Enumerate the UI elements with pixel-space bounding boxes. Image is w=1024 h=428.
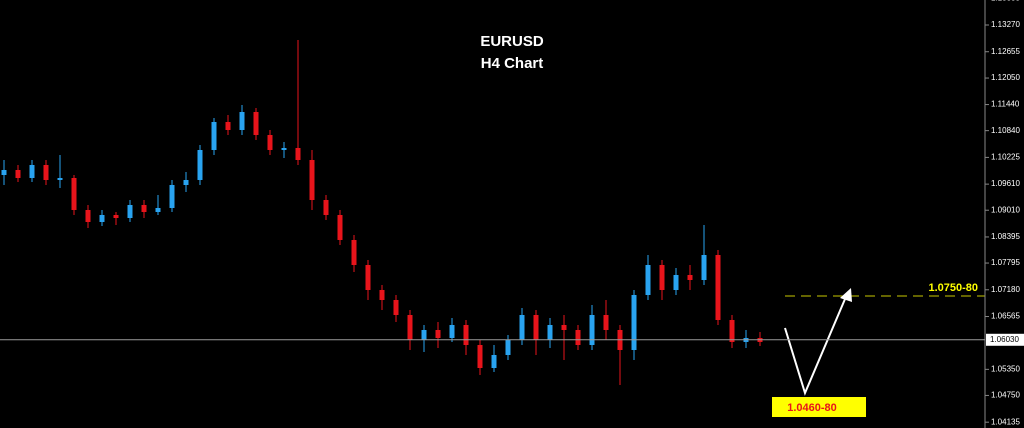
candle-body (225, 122, 231, 130)
candle-body (169, 185, 175, 208)
candle-body (491, 355, 497, 368)
candle-body (295, 148, 301, 160)
candle-body (589, 315, 595, 345)
y-tick-label: 1.04135 (991, 417, 1020, 426)
candle-body (71, 178, 77, 210)
candle-body (239, 112, 245, 130)
arrow-head (840, 288, 852, 302)
candle-body (701, 255, 707, 280)
candle-body (141, 205, 147, 212)
candle-body (197, 150, 203, 180)
support-box (772, 397, 866, 417)
y-tick-label: 1.10225 (991, 153, 1020, 162)
y-tick-label: 1.09610 (991, 179, 1020, 188)
y-tick-label: 1.07795 (991, 258, 1020, 267)
candle-body (211, 122, 217, 150)
candle-body (631, 295, 637, 350)
candle-body (309, 160, 315, 200)
candle-body (127, 205, 133, 218)
candle-body (365, 265, 371, 290)
candle-body (253, 112, 259, 135)
candle-body (547, 325, 553, 340)
candle-body (323, 200, 329, 215)
y-tick-label: 1.06565 (991, 312, 1020, 321)
candle-body (337, 215, 343, 240)
candle-body (463, 325, 469, 345)
y-tick-label: 1.04750 (991, 391, 1020, 400)
last-price-label: 1.06030 (990, 335, 1019, 344)
candle-body (561, 325, 567, 330)
candle-body (421, 330, 427, 340)
chart-title: EURUSD (480, 33, 544, 50)
y-tick-label: 1.12655 (991, 47, 1020, 56)
candle-body (449, 325, 455, 338)
candle-body (351, 240, 357, 265)
candle-body (575, 330, 581, 345)
support-label: 1.0460-80 (787, 402, 837, 414)
candle-body (43, 165, 49, 180)
y-tick-label: 1.11440 (991, 100, 1020, 109)
candle-body (715, 255, 721, 320)
candle-body (183, 180, 189, 185)
candle-body (379, 290, 385, 300)
y-tick-label: 1.05350 (991, 364, 1020, 373)
candle-body (29, 165, 35, 178)
candle-body (673, 275, 679, 290)
candle-body (57, 178, 63, 180)
candle-body (659, 265, 665, 290)
y-tick-label: 1.12050 (991, 73, 1020, 82)
candle-body (505, 340, 511, 355)
target-label: 1.0750-80 (928, 282, 978, 294)
candle-body (99, 215, 105, 222)
y-tick-label: 1.07180 (991, 285, 1020, 294)
candle-body (155, 208, 161, 212)
last-price-box (986, 333, 1024, 346)
candle-body (281, 148, 287, 150)
y-tick-label: 1.13270 (991, 20, 1020, 29)
candle-body (1, 170, 7, 175)
candle-body (267, 135, 273, 150)
y-tick-label: 1.09010 (991, 205, 1020, 214)
candle-body (603, 315, 609, 330)
candle-body (407, 315, 413, 340)
candle-body (435, 330, 441, 338)
y-tick-label: 1.13885 (991, 0, 1020, 2)
candle-body (729, 320, 735, 342)
projection-arrow (784, 291, 849, 396)
candle-body (687, 275, 693, 280)
candle-body (477, 345, 483, 368)
candle-body (393, 300, 399, 315)
candle-body (85, 210, 91, 222)
candle-body (533, 315, 539, 340)
candle-body (519, 315, 525, 340)
y-tick-label: 1.10840 (991, 126, 1020, 135)
candle-body (15, 170, 21, 178)
chart-subtitle: H4 Chart (481, 55, 544, 72)
candle-body (113, 215, 119, 218)
y-tick-label: 1.08395 (991, 232, 1020, 241)
candle-body (645, 265, 651, 295)
